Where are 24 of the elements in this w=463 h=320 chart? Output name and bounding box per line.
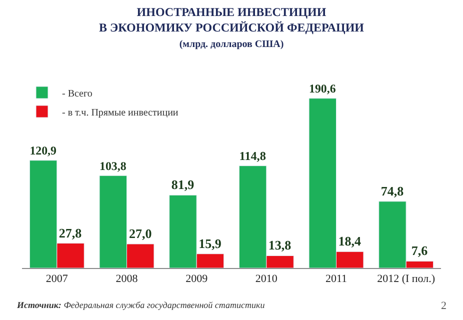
x-tick-label: 2010 bbox=[255, 273, 278, 286]
text: Источник: Федеральная служба государственной статистики bbox=[16, 300, 266, 310]
data-label: 114,8 bbox=[239, 149, 266, 164]
data-label: 120,9 bbox=[30, 144, 56, 158]
chart-subtitle: (млрд. долларов США) bbox=[179, 39, 284, 50]
data-label: 18,4 bbox=[338, 234, 362, 249]
data-label: 190,6 bbox=[309, 82, 336, 96]
data-label: 7,6 bbox=[411, 243, 428, 258]
data-label: 74,8 bbox=[380, 183, 404, 198]
legend-label: - в т.ч. Прямые инвестиции bbox=[62, 107, 179, 118]
data-label: 13,8 bbox=[268, 238, 292, 253]
text: 2 bbox=[441, 300, 446, 312]
data-label: 27,0 bbox=[128, 226, 152, 241]
data-label: 27,8 bbox=[58, 225, 82, 240]
data-label: 103,8 bbox=[100, 158, 126, 173]
data-label: 81,9 bbox=[171, 177, 195, 192]
x-tick-label: 2008 bbox=[116, 273, 138, 286]
chart-title: ИНОСТРАННЫЕ ИНВЕСТИЦИИ В ЭКОНОМИКУ РОССИЙСКОЙ ФЕДЕРАЦИИ bbox=[99, 5, 365, 35]
x-tick-label: 2012 (I пол.) bbox=[377, 273, 436, 286]
x-tick-label: 2007 bbox=[46, 273, 68, 286]
x-tick-label: 2009 bbox=[186, 273, 208, 286]
data-label: 15,9 bbox=[198, 236, 222, 251]
legend-label: - Всего bbox=[62, 88, 92, 100]
x-tick-label: 2011 bbox=[325, 273, 348, 286]
